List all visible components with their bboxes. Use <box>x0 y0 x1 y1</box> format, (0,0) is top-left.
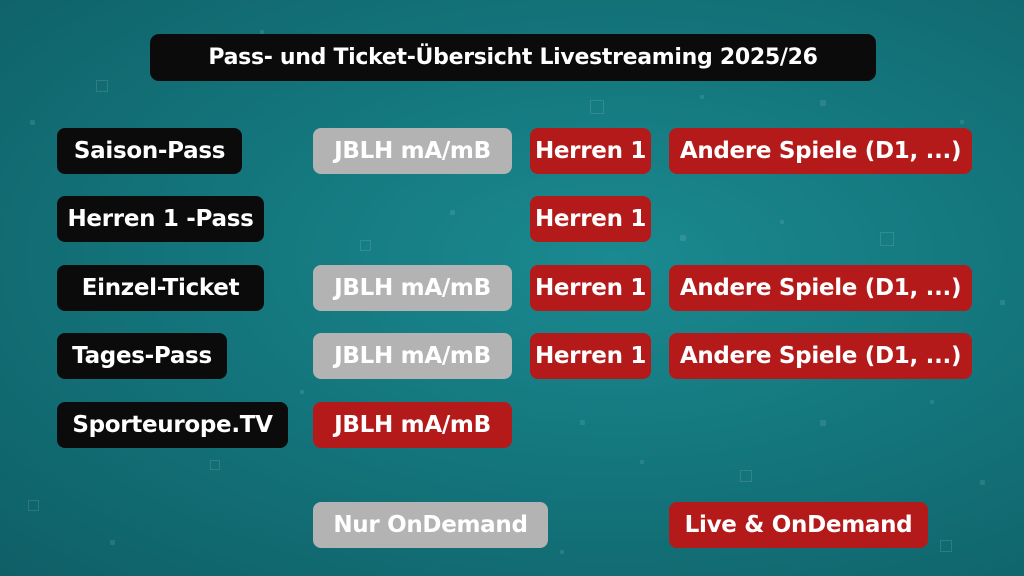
row-label-herren1-pass: Herren 1 -Pass <box>57 196 264 242</box>
legend-live: Live & OnDemand <box>669 502 928 548</box>
badge-herren-live: Herren 1 <box>530 196 651 242</box>
badge-jblh-live: JBLH mA/mB <box>313 402 512 448</box>
badge-jblh-ondemand: JBLH mA/mB <box>313 333 512 379</box>
badge-herren-live: Herren 1 <box>530 128 651 174</box>
badge-andere-live: Andere Spiele (D1, ...) <box>669 128 972 174</box>
row-label-saison-pass: Saison-Pass <box>57 128 242 174</box>
badge-andere-live: Andere Spiele (D1, ...) <box>669 333 972 379</box>
row-label-sporteurope-tv: Sporteurope.TV <box>57 402 288 448</box>
badge-jblh-ondemand: JBLH mA/mB <box>313 265 512 311</box>
badge-herren-live: Herren 1 <box>530 265 651 311</box>
row-label-einzel-ticket: Einzel-Ticket <box>57 265 264 311</box>
page-title: Pass- und Ticket-Übersicht Livestreaming… <box>150 34 876 81</box>
legend-ondemand: Nur OnDemand <box>313 502 548 548</box>
badge-andere-live: Andere Spiele (D1, ...) <box>669 265 972 311</box>
badge-herren-live: Herren 1 <box>530 333 651 379</box>
row-label-tages-pass: Tages-Pass <box>57 333 227 379</box>
badge-jblh-ondemand: JBLH mA/mB <box>313 128 512 174</box>
